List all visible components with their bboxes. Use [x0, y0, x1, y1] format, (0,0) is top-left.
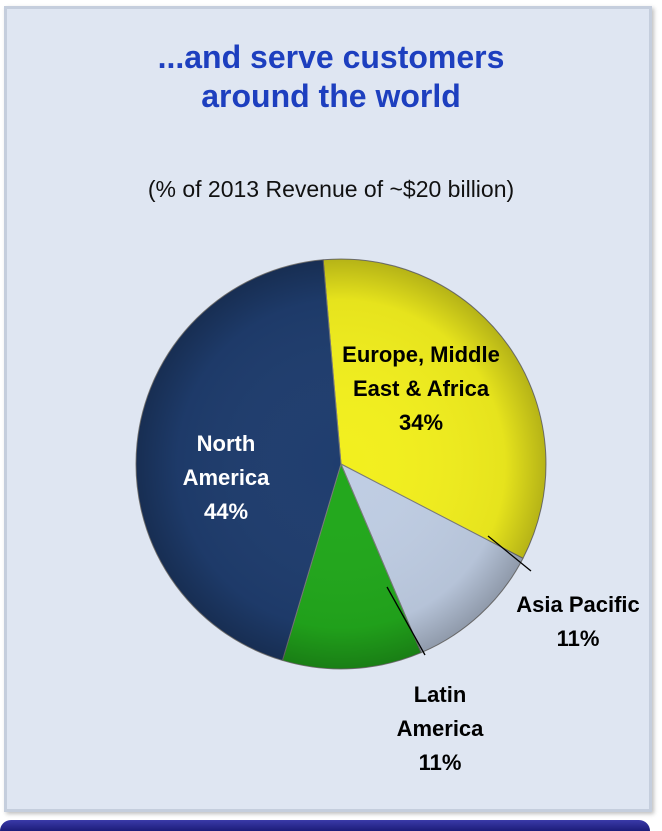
footer-bar [0, 820, 650, 831]
slice-name-label: America [397, 716, 485, 741]
slice-label: North America 44% [183, 431, 271, 524]
slice-name-label: Asia Pacific [516, 592, 640, 617]
slice-name-label: North [197, 431, 256, 456]
slice-name-label: East & Africa [353, 376, 490, 401]
slice-value-label: 11% [419, 750, 462, 775]
title-line-2: around the world [201, 78, 461, 114]
slice-label: Asia Pacific 11% [516, 592, 640, 651]
title-line-1: ...and serve customers [157, 39, 505, 75]
slice-label: Europe, Middle East & Africa 34% [342, 342, 500, 435]
leader-line [386, 586, 426, 656]
page-title: ...and serve customers around the world [0, 38, 662, 116]
slice-name-label: Latin [414, 682, 467, 707]
slice-value-label: 34% [399, 410, 443, 435]
slice-value-label: 44% [204, 499, 248, 524]
slice-label: Latin America 11% [397, 682, 485, 775]
slice-name-label: Europe, Middle [342, 342, 500, 367]
slice-value-label: 11% [557, 626, 600, 651]
slice-name-label: America [183, 465, 271, 490]
leader-line [487, 535, 532, 572]
chart-subtitle: (% of 2013 Revenue of ~$20 billion) [147, 176, 515, 202]
